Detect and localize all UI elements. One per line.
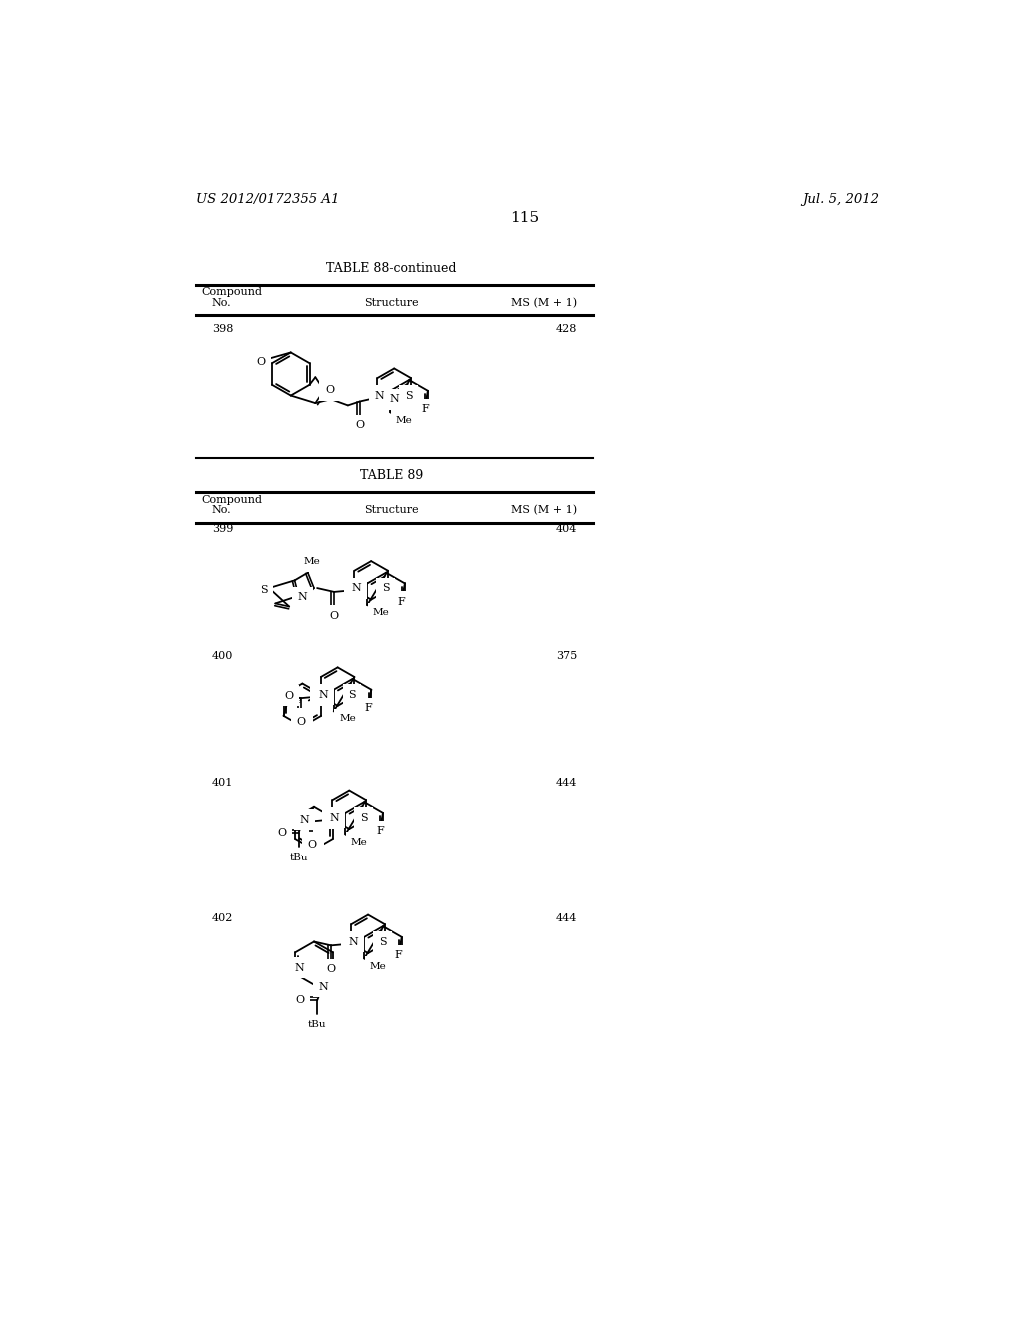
Text: O: O — [296, 717, 305, 727]
Text: N: N — [298, 714, 307, 723]
Text: O: O — [307, 841, 316, 850]
Text: 115: 115 — [510, 211, 540, 224]
Text: No.: No. — [212, 298, 231, 309]
Text: N: N — [298, 593, 307, 602]
Text: N: N — [346, 937, 356, 948]
Text: Compound: Compound — [202, 288, 262, 297]
Text: TABLE 88-continued: TABLE 88-continued — [327, 263, 457, 276]
Text: tBu: tBu — [308, 1020, 327, 1030]
Text: Me: Me — [351, 838, 368, 846]
Text: 444: 444 — [556, 912, 578, 923]
Text: F: F — [421, 404, 429, 414]
Text: F: F — [395, 950, 402, 961]
Text: Structure: Structure — [365, 298, 419, 309]
Text: Me: Me — [373, 609, 389, 618]
Text: O: O — [257, 356, 266, 367]
Text: N: N — [389, 395, 399, 404]
Text: N: N — [300, 814, 309, 825]
Text: Me: Me — [286, 696, 302, 705]
Text: 399: 399 — [212, 524, 233, 533]
Text: S: S — [359, 813, 368, 822]
Text: 404: 404 — [556, 524, 578, 533]
Text: N: N — [375, 391, 385, 401]
Text: Jul. 5, 2012: Jul. 5, 2012 — [802, 193, 880, 206]
Text: O: O — [330, 611, 339, 620]
Text: F: F — [365, 704, 372, 713]
Text: 375: 375 — [556, 651, 578, 661]
Text: tBu: tBu — [289, 853, 308, 862]
Text: 444: 444 — [556, 777, 578, 788]
Text: No.: No. — [212, 506, 231, 515]
Text: Compound: Compound — [202, 495, 262, 504]
Text: US 2012/0172355 A1: US 2012/0172355 A1 — [197, 193, 340, 206]
Text: 428: 428 — [556, 325, 578, 334]
Text: S: S — [260, 585, 267, 594]
Text: 401: 401 — [212, 777, 233, 788]
Text: N: N — [309, 837, 318, 847]
Text: N: N — [318, 982, 329, 991]
Text: Structure: Structure — [365, 506, 419, 515]
Text: O: O — [296, 995, 305, 1005]
Text: N: N — [328, 813, 337, 824]
Text: Me: Me — [370, 962, 386, 970]
Text: N: N — [330, 813, 340, 822]
Text: O: O — [276, 828, 286, 838]
Text: S: S — [348, 690, 356, 700]
Text: F: F — [376, 826, 384, 837]
Text: Me: Me — [303, 557, 321, 566]
Text: N: N — [294, 962, 304, 973]
Text: 402: 402 — [212, 912, 233, 923]
Text: O: O — [355, 421, 365, 430]
Text: TABLE 89: TABLE 89 — [359, 470, 423, 483]
Text: N: N — [316, 690, 326, 700]
Text: S: S — [404, 391, 413, 401]
Text: Me: Me — [339, 714, 356, 723]
Text: MS (M + 1): MS (M + 1) — [511, 506, 578, 515]
Text: S: S — [379, 937, 386, 946]
Text: 398: 398 — [212, 325, 233, 334]
Text: F: F — [398, 597, 406, 607]
Text: N: N — [349, 583, 359, 594]
Text: O: O — [325, 385, 334, 395]
Text: Me: Me — [396, 416, 413, 425]
Text: O: O — [327, 964, 336, 974]
Text: N: N — [349, 937, 358, 946]
Text: 400: 400 — [212, 651, 233, 661]
Text: O: O — [285, 690, 294, 701]
Text: N: N — [352, 583, 361, 594]
Text: N: N — [318, 690, 328, 700]
Text: S: S — [382, 583, 389, 594]
Text: MS (M + 1): MS (M + 1) — [511, 298, 578, 309]
Text: N: N — [375, 391, 385, 401]
